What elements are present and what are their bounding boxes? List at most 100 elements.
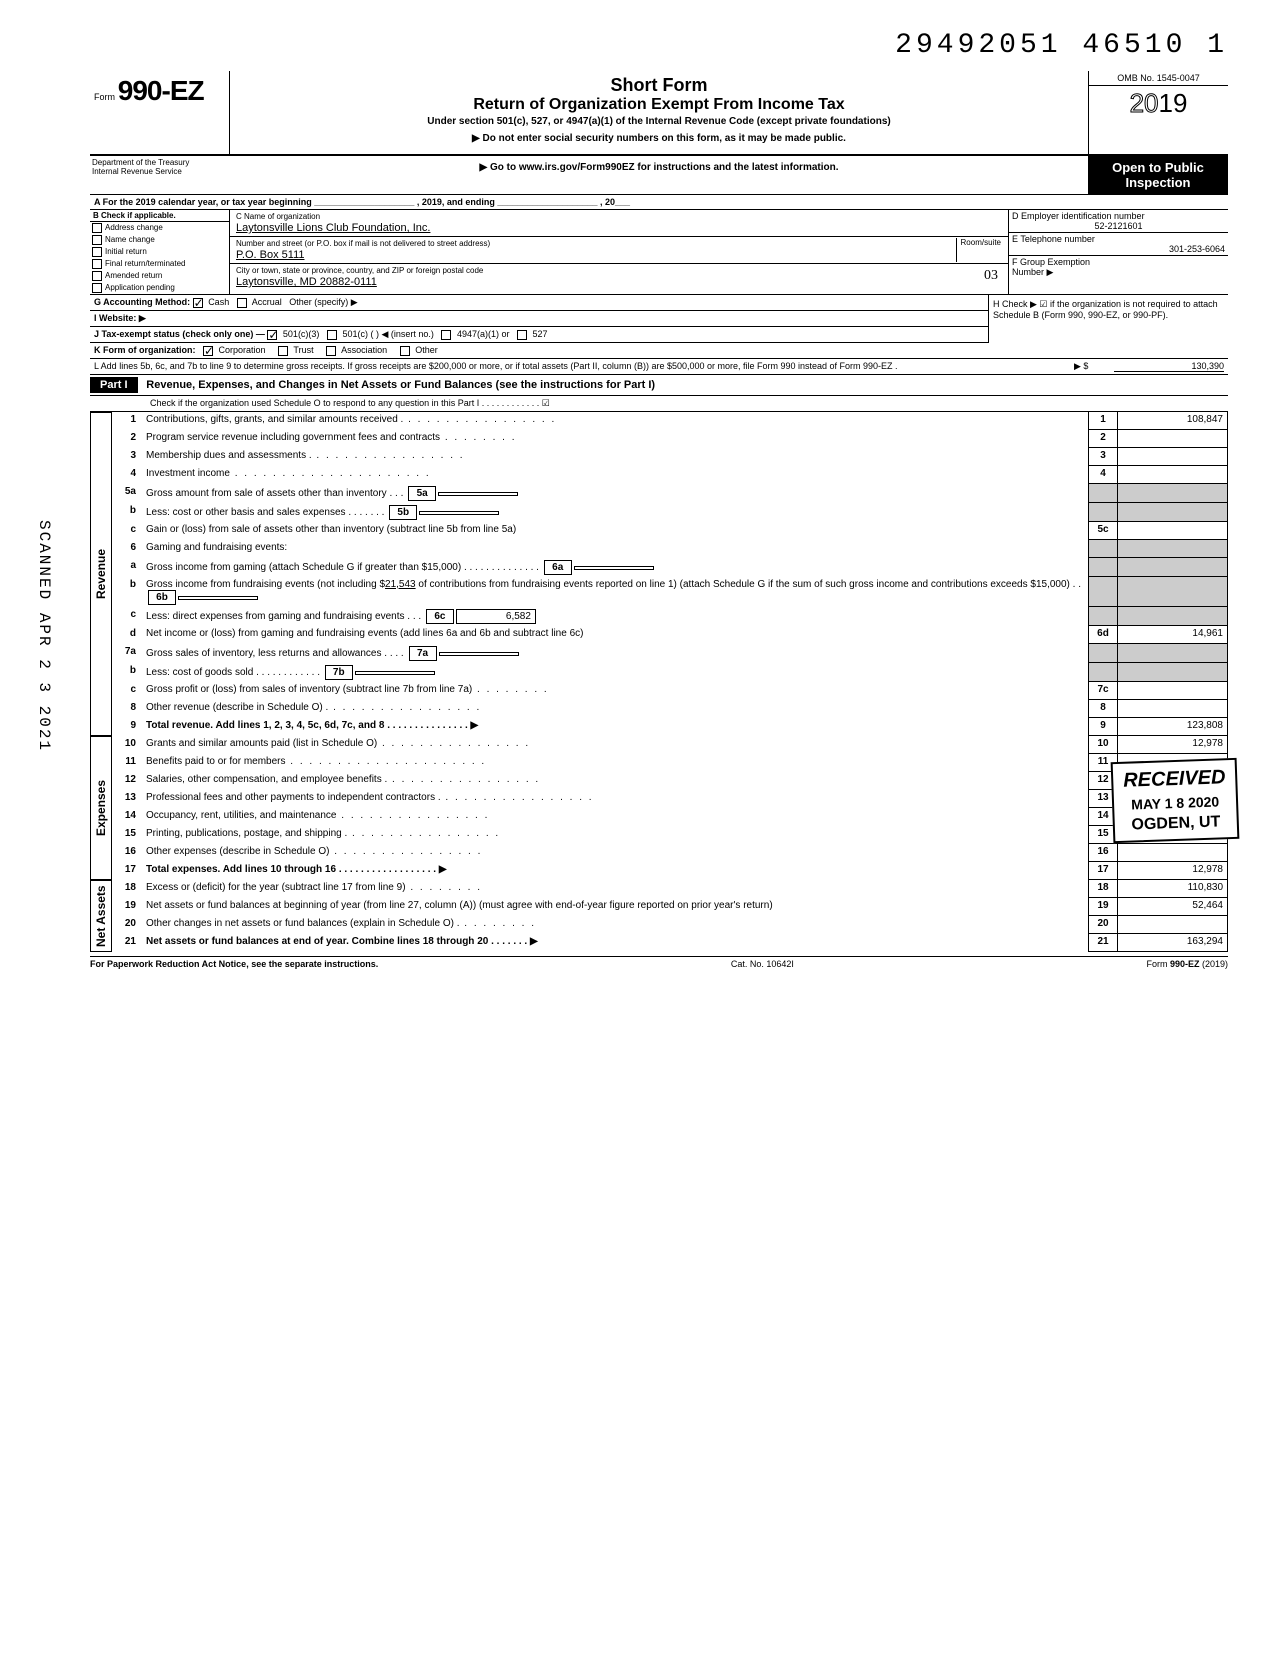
- cb-address-change[interactable]: [92, 223, 102, 233]
- ln5a-box-shaded: [1088, 484, 1118, 503]
- received-location: OGDEN, UT: [1124, 813, 1227, 835]
- line-a-calendar-year: A For the 2019 calendar year, or tax yea…: [90, 195, 1228, 210]
- lbl-other-specify: Other (specify) ▶: [289, 297, 357, 307]
- cb-accrual[interactable]: [237, 298, 247, 308]
- ln5b-box-shaded: [1088, 503, 1118, 522]
- phone-value: 301-253-6064: [1012, 244, 1225, 254]
- ln6a-desc: Gross income from gaming (attach Schedul…: [142, 558, 1088, 577]
- ln5c-desc: Gain or (loss) from sale of assets other…: [142, 522, 1088, 540]
- ln19-num: 19: [112, 898, 142, 916]
- cb-other-org[interactable]: [400, 346, 410, 356]
- cb-association[interactable]: [326, 346, 336, 356]
- received-label: RECEIVED: [1123, 766, 1226, 793]
- ln18-desc: Excess or (deficit) for the year (subtra…: [142, 880, 1088, 898]
- street-address: P.O. Box 5111: [233, 249, 956, 262]
- lbl-accrual: Accrual: [252, 297, 282, 307]
- ln2-desc: Program service revenue including govern…: [142, 430, 1088, 448]
- ln6b-desc: Gross income from fundraising events (no…: [142, 577, 1088, 607]
- part-i-check-note: Check if the organization used Schedule …: [90, 396, 1228, 412]
- ln6b-amt-shaded: [1118, 577, 1228, 607]
- lbl-address-change: Address change: [105, 223, 163, 232]
- cb-501c[interactable]: [327, 330, 337, 340]
- ln12-num: 12: [112, 772, 142, 790]
- ln7b-desc: Less: cost of goods sold . . . . . . . .…: [142, 663, 1088, 682]
- cb-4947[interactable]: [441, 330, 451, 340]
- ln4-box: 4: [1088, 466, 1118, 484]
- label-form-of-org: K Form of organization:: [94, 345, 196, 355]
- footer-center: Cat. No. 10642I: [731, 959, 794, 969]
- ln13-num: 13: [112, 790, 142, 808]
- dept-irs: Internal Revenue Service: [92, 167, 228, 176]
- ln3-box: 3: [1088, 448, 1118, 466]
- cb-501c3[interactable]: [267, 330, 277, 340]
- cb-application-pending[interactable]: [92, 283, 102, 293]
- ln2-num: 2: [112, 430, 142, 448]
- ln7b-num: b: [112, 663, 142, 682]
- ln3-desc: Membership dues and assessments .: [142, 448, 1088, 466]
- label-org-name: C Name of organization: [233, 211, 1005, 222]
- label-website: I Website: ▶: [94, 313, 146, 323]
- label-ein: D Employer identification number: [1012, 211, 1225, 221]
- ln1-num: 1: [112, 412, 142, 430]
- ln14-desc: Occupancy, rent, utilities, and maintena…: [142, 808, 1088, 826]
- ln10-desc: Grants and similar amounts paid (list in…: [142, 736, 1088, 754]
- ln12-desc: Salaries, other compensation, and employ…: [142, 772, 1088, 790]
- ln6d-num: d: [112, 626, 142, 644]
- ln9-num: 9: [112, 718, 142, 736]
- ln8-amt: [1118, 700, 1228, 718]
- ln21-num: 21: [112, 934, 142, 952]
- cb-trust[interactable]: [278, 346, 288, 356]
- label-group-exemption-number: Number ▶: [1012, 267, 1225, 278]
- ln1-box: 1: [1088, 412, 1118, 430]
- label-city: City or town, state or province, country…: [233, 265, 971, 276]
- ln6c-amt-shaded: [1118, 607, 1228, 626]
- ln16-box: 16: [1088, 844, 1118, 862]
- ln15-desc: Printing, publications, postage, and shi…: [142, 826, 1088, 844]
- ln11-num: 11: [112, 754, 142, 772]
- form-number: 990-EZ: [118, 75, 204, 106]
- ln5a-num: 5a: [112, 484, 142, 503]
- cb-final-return[interactable]: [92, 259, 102, 269]
- ln18-num: 18: [112, 880, 142, 898]
- ln10-box: 10: [1088, 736, 1118, 754]
- ln17-desc: Total expenses. Add lines 10 through 16 …: [142, 862, 1088, 880]
- ln6d-box: 6d: [1088, 626, 1118, 644]
- footer-right: Form 990-EZ (2019): [1146, 959, 1228, 969]
- note-ssn: ▶ Do not enter social security numbers o…: [240, 133, 1078, 144]
- ln13-desc: Professional fees and other payments to …: [142, 790, 1088, 808]
- part-i-label: Part I: [90, 377, 138, 393]
- ln1-desc: Contributions, gifts, grants, and simila…: [142, 412, 1088, 430]
- city-state-zip: Laytonsville, MD 20882-0111: [233, 276, 971, 289]
- ln6c-num: c: [112, 607, 142, 626]
- cb-cash[interactable]: [193, 298, 203, 308]
- open-public-badge: Open to Public Inspection: [1088, 156, 1228, 194]
- cb-initial-return[interactable]: [92, 247, 102, 257]
- ln2-box: 2: [1088, 430, 1118, 448]
- ln6-box-shaded: [1088, 540, 1118, 558]
- lbl-amended-return: Amended return: [105, 271, 162, 280]
- ln18-amt: 110,830: [1118, 880, 1228, 898]
- ein-value: 52-2121601: [1012, 221, 1225, 231]
- ln6a-box-shaded: [1088, 558, 1118, 577]
- note-website: ▶ Go to www.irs.gov/Form990EZ for instru…: [230, 156, 1088, 194]
- line-l-dollar: ▶ $: [1074, 361, 1114, 372]
- cb-527[interactable]: [517, 330, 527, 340]
- ln6-desc: Gaming and fundraising events:: [142, 540, 1088, 558]
- form-id-box: Form 990-EZ: [90, 71, 230, 154]
- lbl-cash: Cash: [208, 297, 229, 307]
- ln5a-amt-shaded: [1118, 484, 1228, 503]
- title-return: Return of Organization Exempt From Incom…: [240, 96, 1078, 114]
- cb-amended-return[interactable]: [92, 271, 102, 281]
- ln10-num: 10: [112, 736, 142, 754]
- cb-corporation[interactable]: [203, 346, 213, 356]
- footer-left: For Paperwork Reduction Act Notice, see …: [90, 959, 378, 969]
- received-stamp: RECEIVED MAY 1 8 2020 OGDEN, UT: [1110, 758, 1239, 843]
- ln9-box: 9: [1088, 718, 1118, 736]
- ln16-amt: [1118, 844, 1228, 862]
- lbl-association: Association: [341, 345, 387, 355]
- lbl-corporation: Corporation: [219, 345, 266, 355]
- ln6-num: 6: [112, 540, 142, 558]
- cb-name-change[interactable]: [92, 235, 102, 245]
- ln1-amt: 108,847: [1118, 412, 1228, 430]
- ln19-desc: Net assets or fund balances at beginning…: [142, 898, 1088, 916]
